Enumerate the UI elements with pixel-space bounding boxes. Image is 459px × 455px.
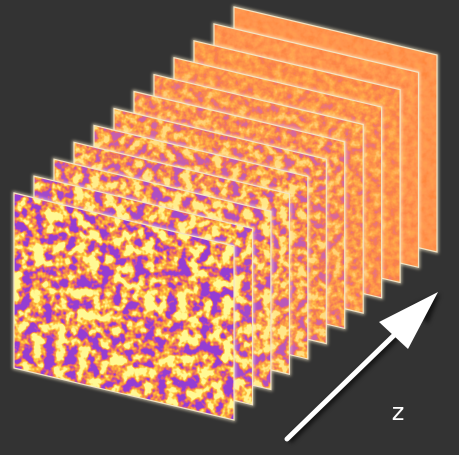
slice [12, 191, 236, 422]
axis-label: z [392, 398, 405, 426]
z-arrow [284, 292, 440, 444]
slices [12, 5, 439, 422]
